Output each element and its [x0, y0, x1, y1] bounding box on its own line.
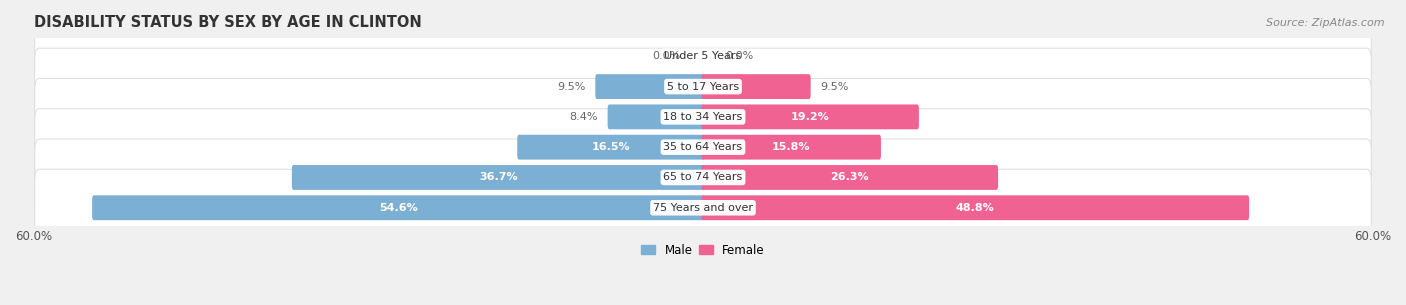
- FancyBboxPatch shape: [702, 135, 882, 160]
- FancyBboxPatch shape: [702, 165, 998, 190]
- Legend: Male, Female: Male, Female: [637, 239, 769, 261]
- Text: Under 5 Years: Under 5 Years: [665, 51, 741, 61]
- Text: 0.0%: 0.0%: [725, 51, 754, 61]
- FancyBboxPatch shape: [35, 109, 1371, 186]
- Text: 48.8%: 48.8%: [956, 203, 994, 213]
- Text: 9.5%: 9.5%: [557, 81, 586, 92]
- Text: 16.5%: 16.5%: [592, 142, 630, 152]
- FancyBboxPatch shape: [93, 195, 704, 220]
- FancyBboxPatch shape: [35, 139, 1371, 216]
- FancyBboxPatch shape: [35, 18, 1371, 95]
- Text: DISABILITY STATUS BY SEX BY AGE IN CLINTON: DISABILITY STATUS BY SEX BY AGE IN CLINT…: [34, 15, 422, 30]
- Text: 65 to 74 Years: 65 to 74 Years: [664, 172, 742, 182]
- Text: 54.6%: 54.6%: [380, 203, 418, 213]
- Text: 18 to 34 Years: 18 to 34 Years: [664, 112, 742, 122]
- Text: 35 to 64 Years: 35 to 64 Years: [664, 142, 742, 152]
- FancyBboxPatch shape: [595, 74, 704, 99]
- FancyBboxPatch shape: [292, 165, 704, 190]
- Text: 8.4%: 8.4%: [569, 112, 598, 122]
- Text: 0.0%: 0.0%: [652, 51, 681, 61]
- Text: 26.3%: 26.3%: [831, 172, 869, 182]
- Text: 19.2%: 19.2%: [790, 112, 830, 122]
- Text: 15.8%: 15.8%: [772, 142, 810, 152]
- FancyBboxPatch shape: [517, 135, 704, 160]
- FancyBboxPatch shape: [607, 104, 704, 129]
- FancyBboxPatch shape: [702, 74, 811, 99]
- FancyBboxPatch shape: [35, 169, 1371, 246]
- FancyBboxPatch shape: [702, 195, 1249, 220]
- FancyBboxPatch shape: [35, 48, 1371, 125]
- FancyBboxPatch shape: [702, 104, 920, 129]
- Text: 5 to 17 Years: 5 to 17 Years: [666, 81, 740, 92]
- FancyBboxPatch shape: [35, 78, 1371, 155]
- Text: 75 Years and over: 75 Years and over: [652, 203, 754, 213]
- Text: 36.7%: 36.7%: [479, 172, 517, 182]
- Text: Source: ZipAtlas.com: Source: ZipAtlas.com: [1267, 18, 1385, 28]
- Text: 9.5%: 9.5%: [820, 81, 849, 92]
